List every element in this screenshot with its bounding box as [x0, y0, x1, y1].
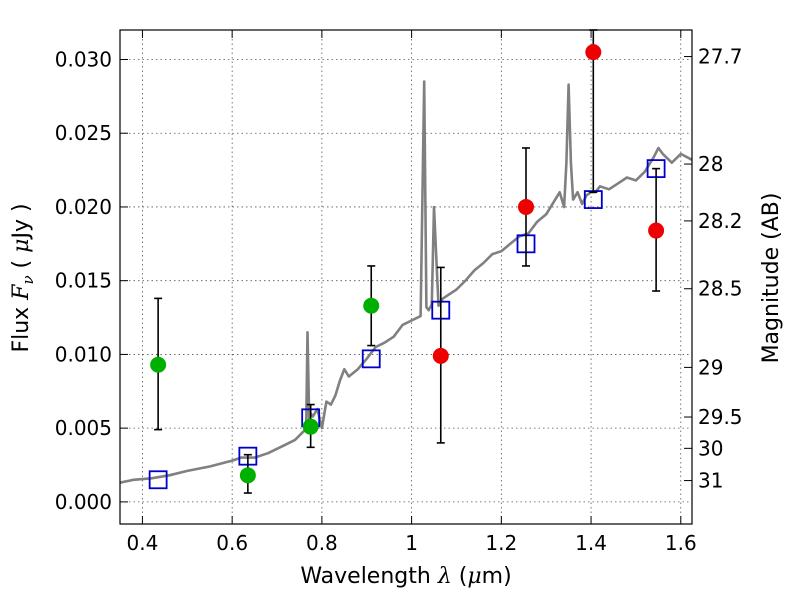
x-tick-label: 1.2: [485, 531, 517, 555]
x-tick-label: 0.6: [216, 531, 248, 555]
y-tick-label: 0.000: [55, 490, 112, 514]
y-tick-label: 0.015: [55, 269, 112, 293]
x-tick-label: 1: [405, 531, 418, 555]
x-tick-label: 1.4: [575, 531, 607, 555]
y-axis-label: Flux Fν ( μJy ): [9, 203, 37, 352]
axis-ticks: [120, 30, 692, 524]
mag-tick-label: 28.5: [698, 277, 743, 301]
green-point: [302, 418, 319, 435]
red-point: [585, 44, 602, 61]
x-axis-label: Wavelength λ (μm): [300, 564, 511, 589]
y-tick-label: 0.030: [55, 47, 112, 71]
x-tick-label: 0.4: [127, 531, 159, 555]
red-point: [518, 198, 535, 215]
y-tick-label: 0.020: [55, 195, 112, 219]
x-tick-label: 1.6: [665, 531, 697, 555]
model-point: [148, 470, 168, 490]
plot-frame: [119, 29, 693, 525]
spectrum-layer: [119, 80, 693, 484]
green-point: [239, 467, 256, 484]
x-tick-label: 0.8: [306, 531, 338, 555]
mag-tick-label: 27.7: [698, 45, 743, 69]
mag-tick-label: 29: [698, 355, 723, 379]
mag-tick-label: 30: [698, 436, 723, 460]
y-tick-label: 0.025: [55, 121, 112, 145]
y-tick-label: 0.010: [55, 342, 112, 366]
mag-tick-label: 29.5: [698, 405, 743, 429]
observed-points-layer: [150, 44, 665, 484]
grid-lines: [120, 30, 692, 524]
mag-tick-label: 31: [698, 469, 723, 493]
mag-tick-label: 28.2: [698, 209, 743, 233]
red-point: [648, 222, 665, 239]
green-point: [363, 297, 380, 314]
green-point: [150, 356, 167, 373]
model-point: [361, 349, 381, 369]
y-tick-label: 0.005: [55, 416, 112, 440]
error-bars-layer: [154, 29, 661, 494]
mag-tick-label: 28: [698, 152, 723, 176]
right-axis-label: Magnitude (AB): [759, 193, 784, 364]
spectrum-line: [119, 80, 693, 484]
model-points-layer: [148, 159, 666, 490]
red-point: [432, 347, 449, 364]
